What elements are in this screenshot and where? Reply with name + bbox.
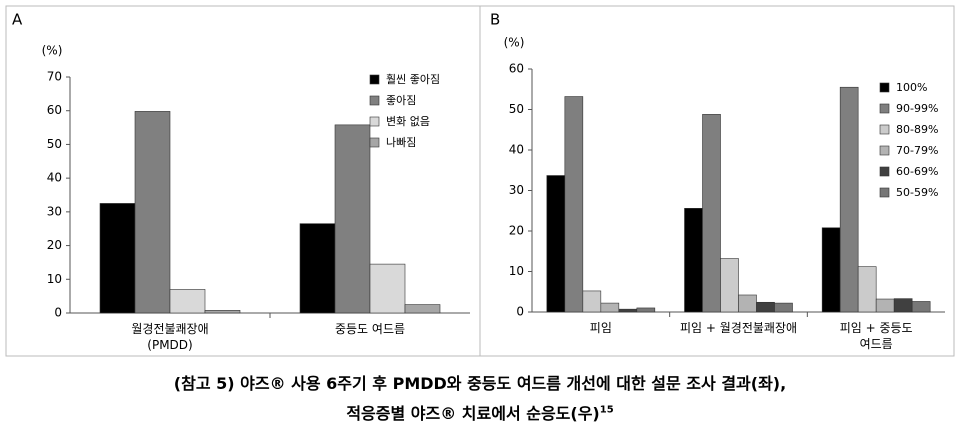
- x-tick-label: 피임 + 월경전불쾌장애: [679, 321, 798, 335]
- legend-label: 100%: [896, 81, 927, 94]
- bar: [636, 307, 656, 313]
- caption: (참고 5) 야즈® 사용 6주기 후 PMDD와 중등도 여드름 개선에 대한…: [173, 374, 787, 393]
- y-tick-label: 60: [509, 62, 524, 76]
- y-tick-label: 30: [509, 183, 524, 197]
- bar: [738, 294, 757, 313]
- legend-swatch: [879, 187, 890, 198]
- y-tick-label: 0: [54, 306, 62, 320]
- legend-swatch: [879, 145, 890, 156]
- y-tick-label: 40: [47, 171, 62, 185]
- bar: [774, 302, 793, 313]
- y-tick-label: 10: [47, 272, 62, 286]
- panel-label: A: [12, 11, 23, 29]
- y-tick-label: 30: [47, 204, 62, 218]
- bar: [600, 302, 620, 313]
- bar: [169, 289, 206, 314]
- legend-label: 90-99%: [896, 102, 938, 115]
- legend-label: 70-79%: [896, 144, 938, 157]
- x-tick-label: 월경전불쾌장애 (PMDD): [131, 322, 209, 352]
- bar: [893, 298, 913, 313]
- bar: [404, 304, 441, 314]
- caption-text: 적응증별 야즈® 치료에서 순응도(우): [346, 404, 600, 423]
- legend-label: 나빠짐: [386, 136, 416, 149]
- y-axis-label: (%): [42, 44, 63, 58]
- legend-swatch: [879, 103, 890, 114]
- bar: [334, 124, 371, 314]
- bar: [582, 290, 602, 313]
- legend-label: 80-89%: [896, 123, 938, 136]
- bar: [821, 227, 841, 313]
- y-tick-label: 20: [47, 238, 62, 252]
- y-tick-label: 50: [509, 102, 524, 116]
- caption: 적응증별 야즈® 치료에서 순응도(우)15: [0, 400, 960, 424]
- y-tick-label: 60: [47, 103, 62, 117]
- legend-swatch: [369, 74, 380, 85]
- legend-label: 훨씬 좋아짐: [386, 73, 440, 86]
- y-axis-label: (%): [504, 36, 525, 50]
- y-tick-label: 50: [47, 137, 62, 151]
- panel-label: B: [490, 11, 500, 29]
- y-tick-label: 70: [47, 70, 62, 84]
- legend-swatch: [879, 82, 890, 93]
- legend-swatch: [879, 166, 890, 177]
- legend-label: 50-59%: [896, 186, 938, 199]
- legend-label: 60-69%: [896, 165, 938, 178]
- bar: [369, 263, 406, 314]
- bar: [857, 266, 877, 313]
- legend-swatch: [369, 116, 380, 127]
- x-tick-label: 피임: [589, 321, 612, 335]
- bar: [684, 208, 703, 313]
- x-tick-label: 피임 + 중등도 여드름: [839, 321, 913, 351]
- x-tick-label: 중등도 여드름: [334, 322, 406, 336]
- y-tick-label: 20: [509, 224, 524, 238]
- bar: [756, 301, 775, 313]
- bar: [618, 308, 638, 313]
- y-tick-label: 10: [509, 264, 524, 278]
- legend-swatch: [369, 95, 380, 106]
- bar: [299, 223, 336, 314]
- bar: [875, 298, 895, 313]
- legend-label: 좋아짐: [386, 94, 416, 107]
- legend-swatch: [879, 124, 890, 135]
- bar: [702, 114, 721, 313]
- bar: [564, 96, 584, 313]
- y-tick-label: 40: [509, 143, 524, 157]
- bar: [839, 86, 859, 313]
- legend-swatch: [369, 137, 380, 148]
- bar: [134, 111, 171, 314]
- legend-label: 변화 없음: [386, 115, 430, 128]
- caption-ref: 15: [599, 404, 614, 416]
- y-tick-label: 0: [516, 305, 524, 319]
- bar: [546, 175, 566, 313]
- bar: [720, 258, 739, 313]
- bar: [99, 203, 136, 314]
- bar: [204, 310, 241, 314]
- bar: [911, 301, 931, 313]
